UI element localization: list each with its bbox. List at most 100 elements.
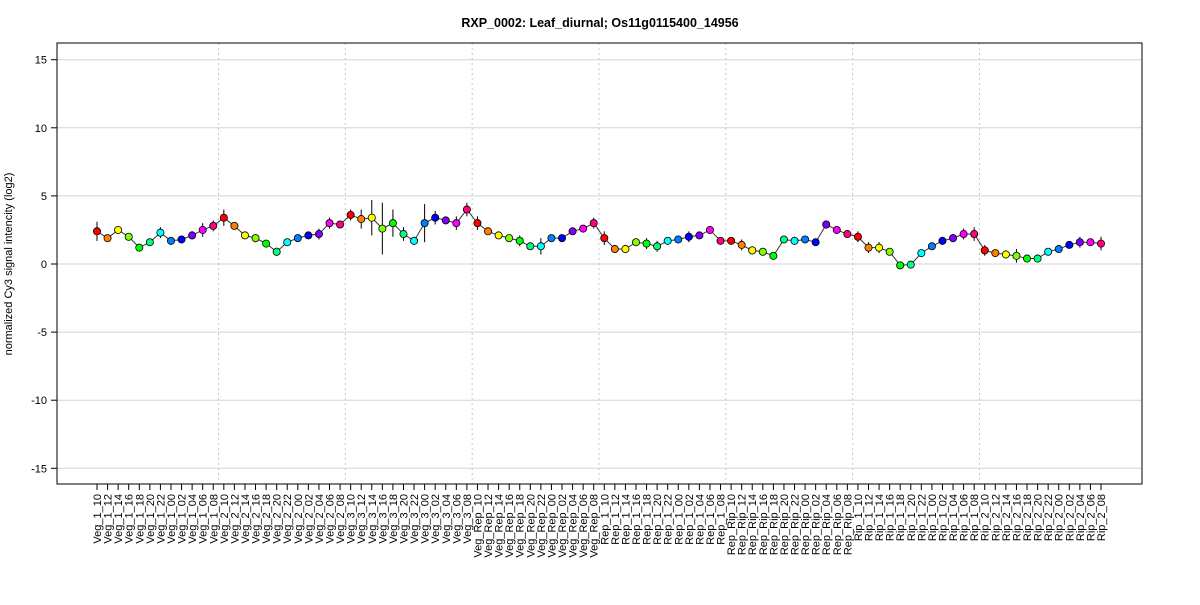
data-point — [631, 238, 640, 247]
data-point — [1033, 254, 1042, 263]
data-point — [621, 245, 630, 254]
y-tick-label: 10 — [35, 123, 47, 135]
data-point — [832, 225, 841, 234]
data-point — [727, 236, 736, 245]
y-tick-label: 0 — [41, 259, 47, 271]
x-axis: Veg_1_10Veg_1_12Veg_1_14Veg_1_16Veg_1_18… — [92, 484, 1108, 558]
x-tick-label: Rep_Rip_10 — [726, 494, 738, 555]
data-point — [314, 230, 323, 239]
data-point — [917, 249, 926, 258]
x-tick-label: Veg_2_20 — [272, 494, 284, 544]
x-tick-label: Veg_1_10 — [92, 494, 104, 544]
data-point — [357, 215, 366, 224]
x-tick-label: Veg_1_20 — [145, 494, 157, 544]
data-point — [980, 246, 989, 255]
x-tick-label: Veg_2_04 — [314, 494, 326, 544]
x-tick-label: Veg_Rep_10 — [472, 494, 484, 558]
y-tick-label: 15 — [35, 55, 47, 67]
x-tick-label: Rip_1_20 — [906, 494, 918, 541]
x-tick-label: Rep_1_18 — [642, 494, 654, 545]
x-tick-label: Rep_1_12 — [610, 494, 622, 545]
data-point — [600, 234, 609, 243]
x-tick-label: Veg_Rep_00 — [546, 494, 558, 558]
data-point — [230, 221, 239, 230]
x-tick-label: Rip_2_18 — [1022, 494, 1034, 541]
x-tick-label: Rep_Rip_12 — [737, 494, 749, 555]
x-tick-label: Veg_3_02 — [430, 494, 442, 544]
data-point — [103, 234, 112, 243]
data-point — [462, 205, 471, 214]
grid — [57, 59, 1142, 469]
data-point — [166, 236, 175, 245]
data-point — [124, 232, 133, 241]
x-tick-label: Veg_1_00 — [166, 494, 178, 544]
data-point — [251, 234, 260, 243]
y-tick-label: -10 — [31, 395, 47, 407]
data-point — [801, 235, 810, 244]
x-tick-label: Rep_Rip_18 — [768, 494, 780, 555]
x-tick-label: Veg_1_06 — [198, 494, 210, 544]
x-tick-label: Rep_1_00 — [673, 494, 685, 545]
x-tick-label: Rip_1_02 — [937, 494, 949, 541]
data-point — [769, 251, 778, 260]
x-tick-label: Rip_1_06 — [959, 494, 971, 541]
x-tick-label: Rip_2_06 — [1085, 494, 1097, 541]
group-separators — [218, 43, 980, 484]
x-tick-label: Veg_Rep_06 — [578, 494, 590, 558]
data-point — [378, 224, 387, 233]
x-tick-label: Rip_1_22 — [916, 494, 928, 541]
x-tick-label: Veg_1_16 — [124, 494, 136, 544]
x-tick-label: Rip_1_12 — [863, 494, 875, 541]
x-tick-label: Rep_Rip_04 — [821, 494, 833, 555]
data-point — [209, 221, 218, 230]
data-point — [1012, 251, 1021, 260]
data-point — [695, 231, 704, 240]
data-point — [705, 225, 714, 234]
data-point — [568, 227, 577, 236]
data-point — [758, 247, 767, 256]
x-tick-label: Rep_1_04 — [694, 494, 706, 545]
x-tick-label: Rip_1_10 — [853, 494, 865, 541]
data-point — [93, 227, 102, 236]
x-tick-label: Rip_2_00 — [1054, 494, 1066, 541]
x-tick-label: Rep_1_16 — [631, 494, 643, 545]
x-tick-label: Veg_Rep_16 — [504, 494, 516, 558]
x-tick-label: Rip_1_08 — [969, 494, 981, 541]
data-point — [737, 240, 746, 249]
data-point — [135, 243, 144, 252]
x-tick-label: Veg_Rep_22 — [536, 494, 548, 558]
x-tick-label: Rep_1_06 — [705, 494, 717, 545]
x-tick-label: Veg_1_12 — [103, 494, 115, 544]
data-point — [906, 260, 915, 269]
x-tick-label: Veg_2_18 — [261, 494, 273, 544]
data-point — [663, 236, 672, 245]
data-point — [156, 228, 165, 237]
data-point — [473, 219, 482, 228]
data-point — [367, 213, 376, 222]
x-tick-label: Veg_3_20 — [398, 494, 410, 544]
x-tick-label: Veg_Rep_20 — [525, 494, 537, 558]
data-point — [674, 235, 683, 244]
y-axis: -15 -10 -5 0 5 10 15 — [31, 55, 57, 475]
x-tick-label: Veg_Rep_12 — [483, 494, 495, 558]
data-point — [325, 219, 334, 228]
x-tick-label: Rip_1_16 — [885, 494, 897, 541]
x-tick-label: Rip_1_00 — [927, 494, 939, 541]
data-point — [653, 242, 662, 251]
data-point — [262, 239, 271, 248]
data-point — [949, 234, 958, 243]
data-point — [526, 242, 535, 251]
data-point — [536, 242, 545, 251]
data-point — [896, 261, 905, 270]
data-point — [811, 238, 820, 247]
data-point — [1044, 247, 1053, 256]
data-point — [779, 235, 788, 244]
data-point — [114, 225, 123, 234]
data-point — [1054, 245, 1063, 254]
x-tick-label: Veg_1_02 — [177, 494, 189, 544]
x-tick-label: Rip_2_20 — [1033, 494, 1045, 541]
x-tick-label: Rip_1_18 — [895, 494, 907, 541]
x-tick-label: Rip_1_04 — [948, 494, 960, 541]
x-tick-label: Veg_3_04 — [441, 494, 453, 544]
x-tick-label: Veg_3_22 — [409, 494, 421, 544]
